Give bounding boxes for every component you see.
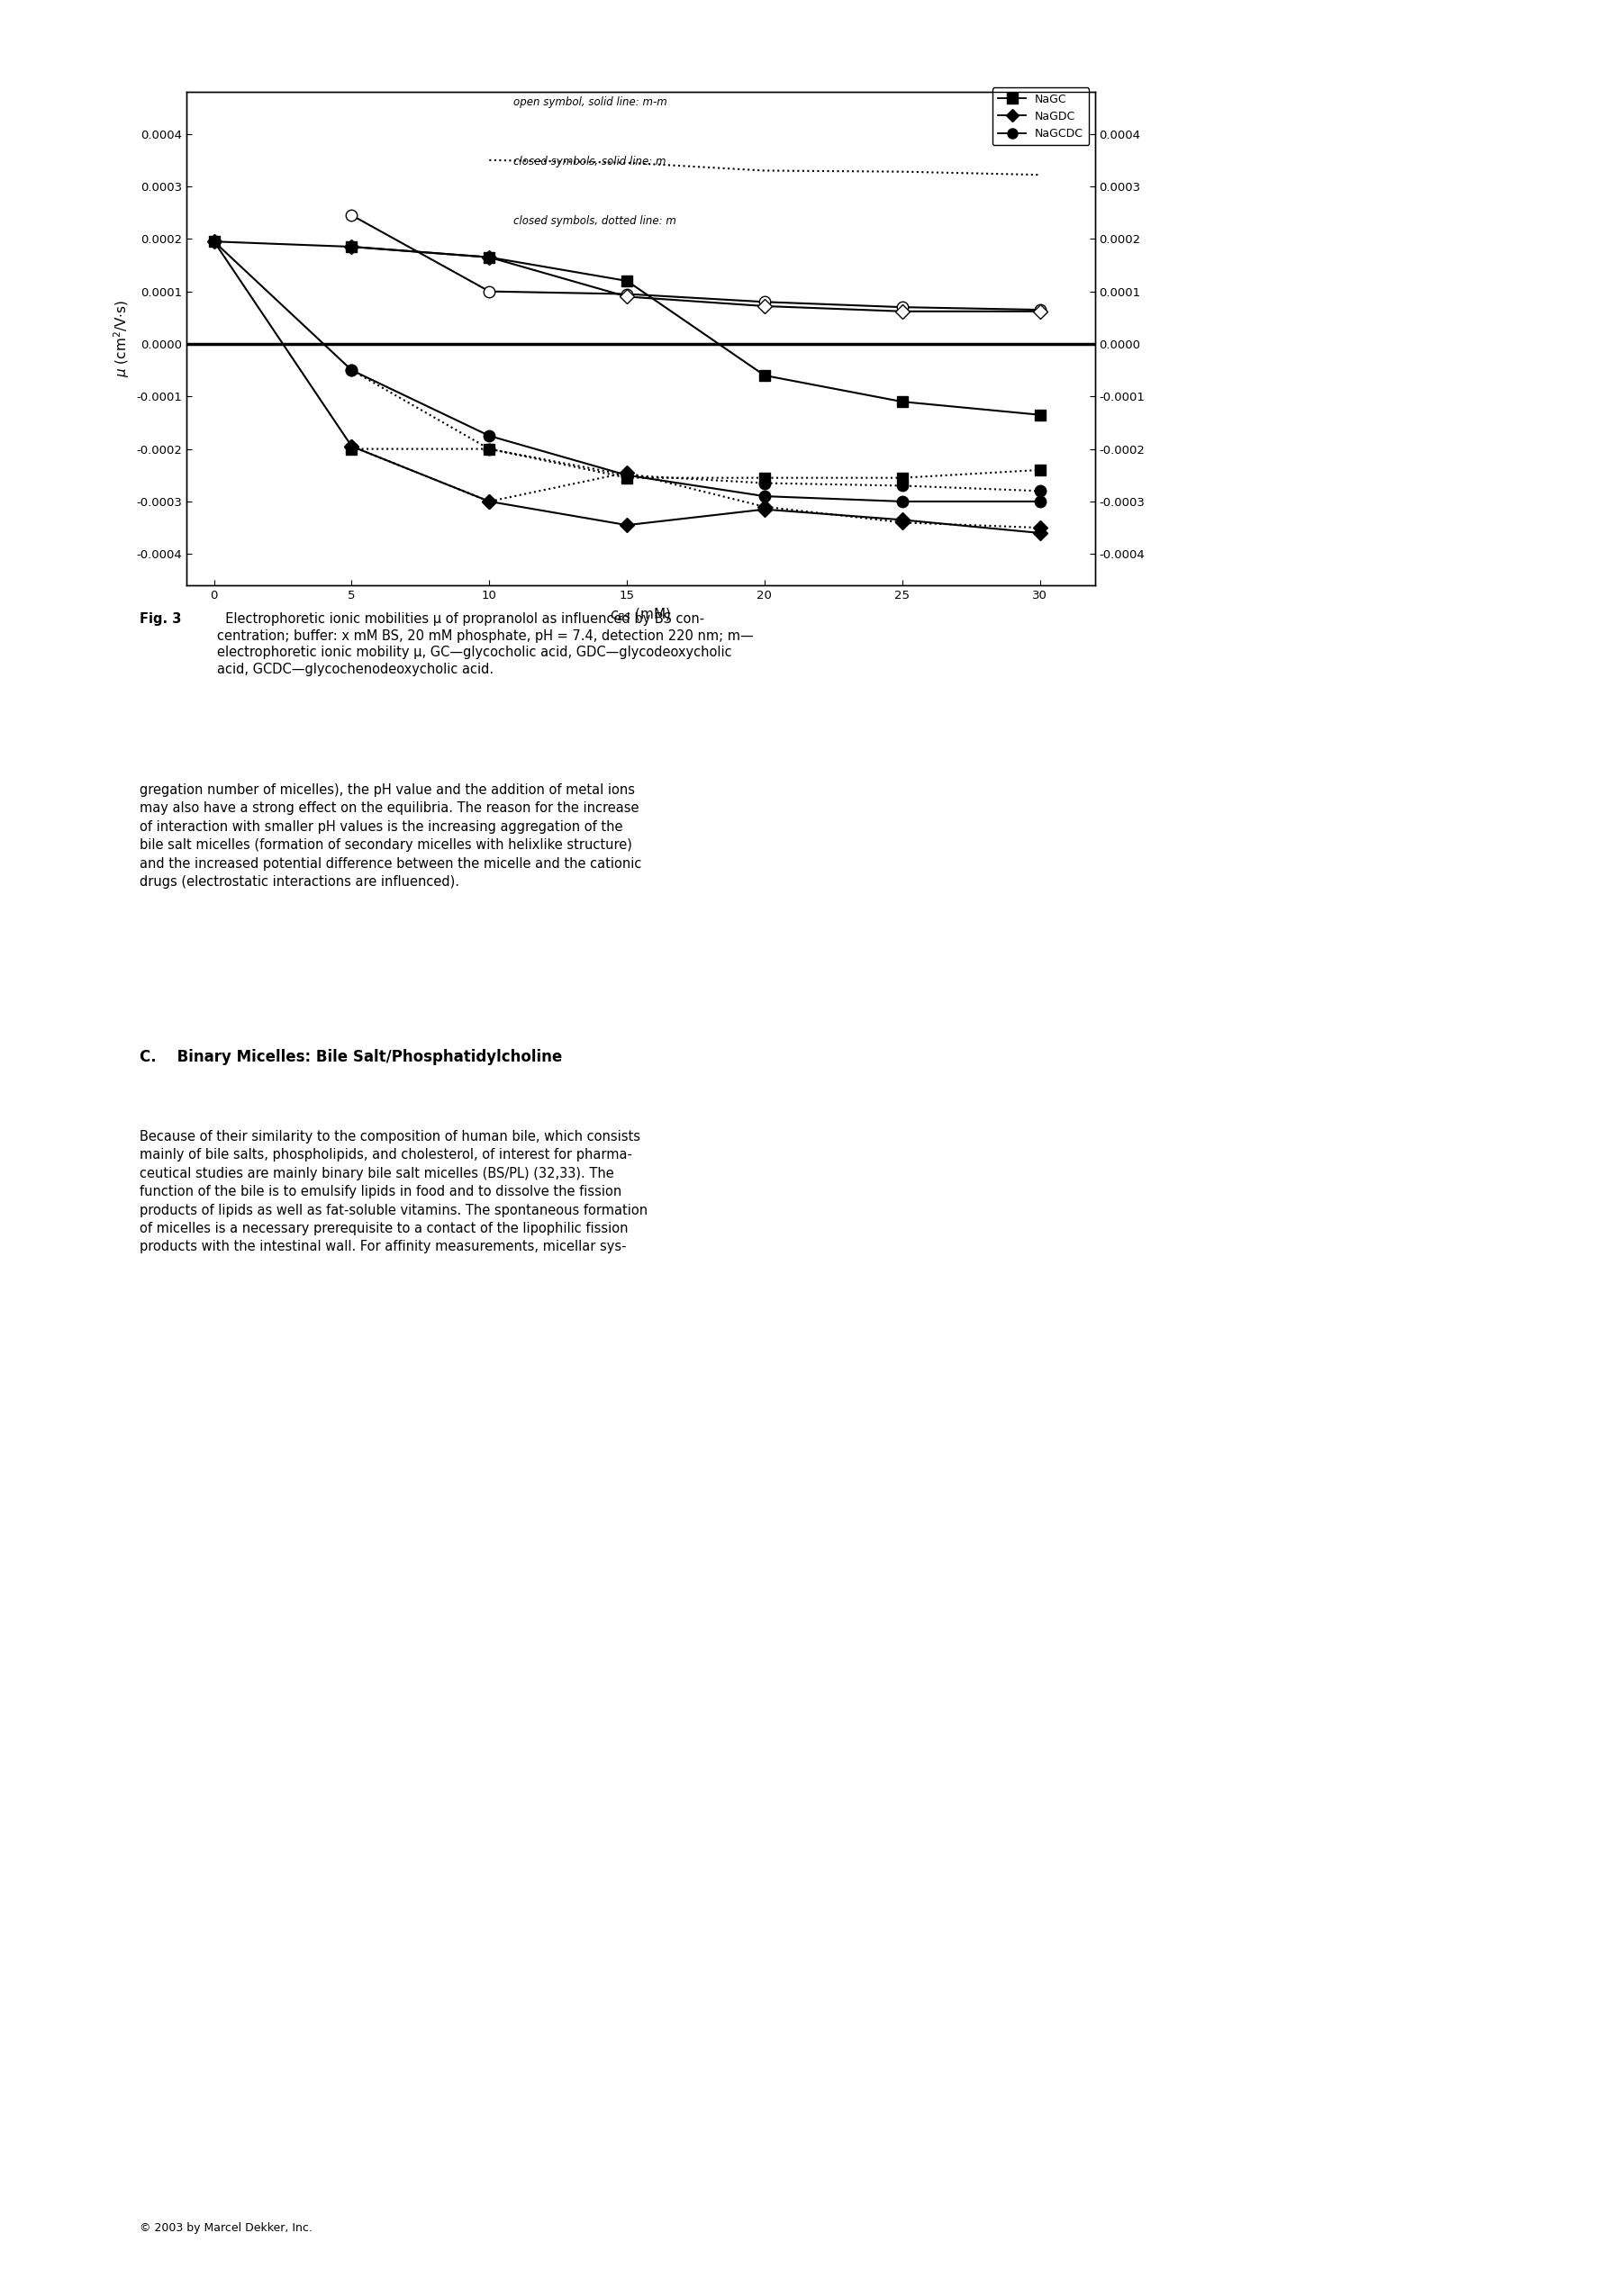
Text: © 2003 by Marcel Dekker, Inc.: © 2003 by Marcel Dekker, Inc. bbox=[139, 2223, 313, 2234]
Text: gregation number of micelles), the pH value and the addition of metal ions
may a: gregation number of micelles), the pH va… bbox=[139, 783, 641, 889]
Text: open symbol, solid line: m-m: open symbol, solid line: m-m bbox=[514, 96, 667, 108]
Text: Because of their similarity to the composition of human bile, which consists
mai: Because of their similarity to the compo… bbox=[139, 1130, 647, 1254]
X-axis label: $c_{BS}$ (mM): $c_{BS}$ (mM) bbox=[610, 606, 672, 622]
Text: C.    Binary Micelles: Bile Salt/Phosphatidylcholine: C. Binary Micelles: Bile Salt/Phosphatid… bbox=[139, 1049, 563, 1065]
Text: closed symbols, solid line: m: closed symbols, solid line: m bbox=[514, 156, 667, 168]
Text: Electrophoretic ionic mobilities μ of propranolol as influenced by BS con-
centr: Electrophoretic ionic mobilities μ of pr… bbox=[217, 613, 754, 675]
Text: closed symbols, dotted line: m: closed symbols, dotted line: m bbox=[514, 216, 676, 227]
Y-axis label: $\mu$ (cm$^2$/V$\cdot$s): $\mu$ (cm$^2$/V$\cdot$s) bbox=[112, 301, 131, 377]
Legend: NaGC, NaGDC, NaGCDC: NaGC, NaGDC, NaGCDC bbox=[993, 87, 1090, 145]
Text: Fig. 3: Fig. 3 bbox=[139, 613, 182, 627]
